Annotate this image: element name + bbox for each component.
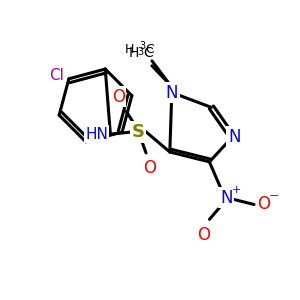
- Text: C: C: [143, 46, 153, 60]
- Text: N: N: [228, 128, 241, 146]
- Text: H: H: [129, 46, 139, 60]
- Text: HN: HN: [85, 127, 108, 142]
- Text: 3: 3: [139, 41, 145, 51]
- Text: C: C: [145, 44, 154, 56]
- Text: Cl: Cl: [50, 68, 64, 83]
- Text: −: −: [268, 190, 279, 203]
- Text: +: +: [232, 184, 241, 195]
- Text: O: O: [197, 226, 210, 244]
- Text: H: H: [125, 44, 134, 56]
- Text: N: N: [220, 189, 233, 207]
- Text: S: S: [132, 123, 145, 141]
- Text: 3: 3: [137, 47, 143, 57]
- Text: N: N: [166, 83, 178, 101]
- Text: O: O: [257, 196, 270, 214]
- Text: O: O: [112, 88, 125, 106]
- Text: O: O: [143, 159, 157, 177]
